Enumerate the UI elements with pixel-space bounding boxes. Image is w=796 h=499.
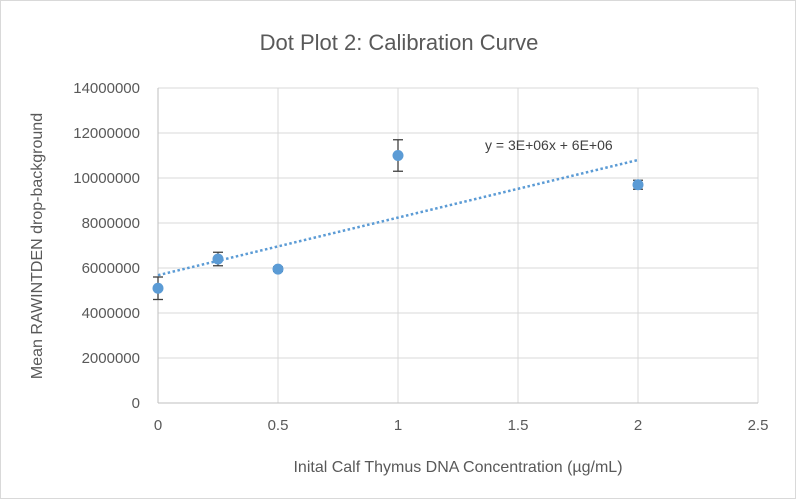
x-tick-label: 1.5: [508, 417, 529, 434]
x-tick-label: 0.5: [268, 417, 289, 434]
y-tick-label: 2000000: [82, 350, 140, 367]
data-points: [152, 150, 644, 294]
gridlines: [158, 87, 759, 403]
y-tick-label: 0: [132, 395, 140, 412]
x-tick-label: 0: [154, 417, 162, 434]
data-point: [632, 179, 644, 191]
trendline-equation: y = 3E+06x + 6E+06: [485, 137, 613, 153]
x-axis-title: Inital Calf Thymus DNA Concentration (µg…: [293, 459, 622, 476]
data-point: [392, 150, 404, 161]
axes: [157, 88, 758, 404]
tick-labels: 0 0.5 1 1.5 2 2.5 0 2000000 4000000 6000000 800000…: [73, 80, 768, 434]
y-tick-label: 12000000: [73, 125, 140, 142]
y-tick-label: 4000000: [82, 305, 140, 322]
y-tick-label: 14000000: [73, 80, 140, 97]
x-tick-label: 2: [634, 417, 642, 434]
y-tick-label: 10000000: [73, 170, 140, 187]
x-tick-label: 2.5: [748, 417, 769, 434]
chart-title: Dot Plot 2: Calibration Curve: [260, 30, 539, 55]
y-tick-label: 6000000: [82, 260, 140, 277]
y-axis-title: Mean RAWINTDEN drop-background: [29, 113, 46, 379]
data-point: [152, 282, 164, 294]
data-point: [272, 263, 284, 275]
y-tick-label: 8000000: [82, 215, 140, 232]
x-tick-label: 1: [394, 417, 402, 434]
trendline-group: [157, 158, 639, 277]
data-point: [212, 253, 224, 265]
trendline: [157, 158, 639, 277]
